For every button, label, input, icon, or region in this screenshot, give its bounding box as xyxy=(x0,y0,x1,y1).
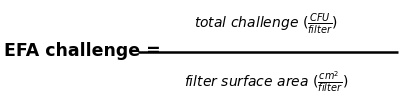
Text: $\boldsymbol{\mathit{total\ challenge\ (\frac{CFU}{filter})}}$: $\boldsymbol{\mathit{total\ challenge\ (… xyxy=(194,12,338,37)
Text: EFA challenge =: EFA challenge = xyxy=(4,43,161,60)
Text: $\boldsymbol{\mathit{filter\ surface\ area\ (\frac{cm^2}{filter})}}$: $\boldsymbol{\mathit{filter\ surface\ ar… xyxy=(184,70,348,95)
